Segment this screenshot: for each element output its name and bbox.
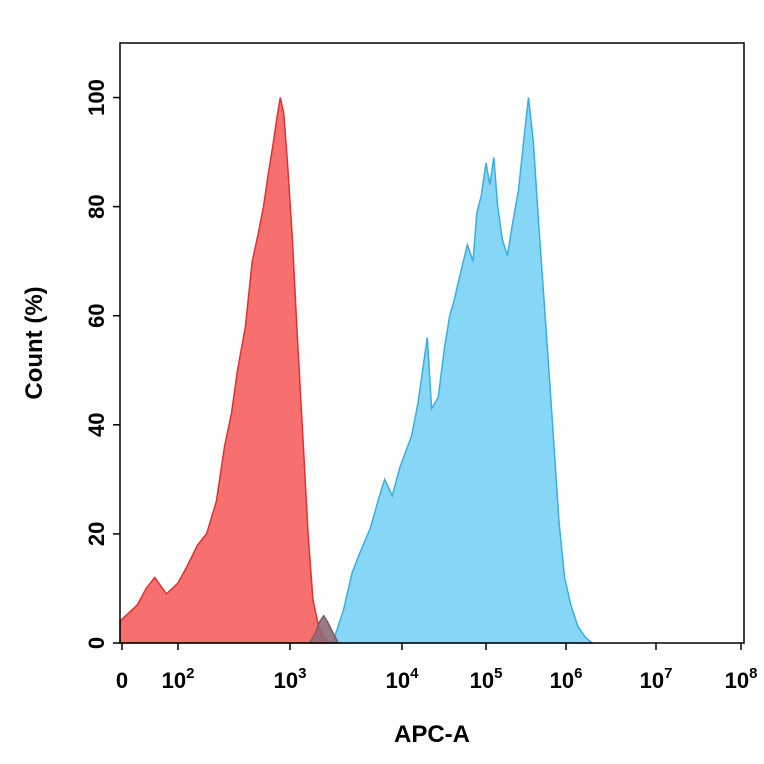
y-axis-title: Count (%): [21, 286, 48, 399]
x-axis-ticks: 0 102 103 104 105 106 107 108: [116, 643, 758, 693]
y-tick-label: 40: [84, 413, 109, 437]
x-tick-label: 104: [386, 665, 419, 693]
x-axis-title: APC-A: [394, 721, 470, 748]
histogram-series-1: [119, 97, 333, 644]
x-tick-label: 106: [550, 665, 583, 693]
x-tick-label: 0: [116, 668, 128, 693]
y-tick-label: 80: [84, 194, 109, 218]
y-tick-label: 100: [84, 79, 109, 116]
histogram-series-2: [331, 97, 595, 644]
x-tick-label: 108: [725, 665, 758, 693]
histogram-series-3: [308, 614, 340, 644]
y-tick-label: 20: [84, 522, 109, 546]
y-axis-ticks: 0 20 40 60 80 100: [84, 79, 120, 649]
x-tick-label: 103: [274, 665, 307, 693]
y-tick-label: 0: [84, 637, 109, 649]
x-tick-label: 102: [162, 665, 195, 693]
plot-frame: [119, 42, 745, 644]
x-tick-label: 107: [640, 665, 673, 693]
x-tick-label: 105: [470, 665, 503, 693]
series-layer: [119, 97, 595, 644]
y-tick-label: 60: [84, 303, 109, 327]
